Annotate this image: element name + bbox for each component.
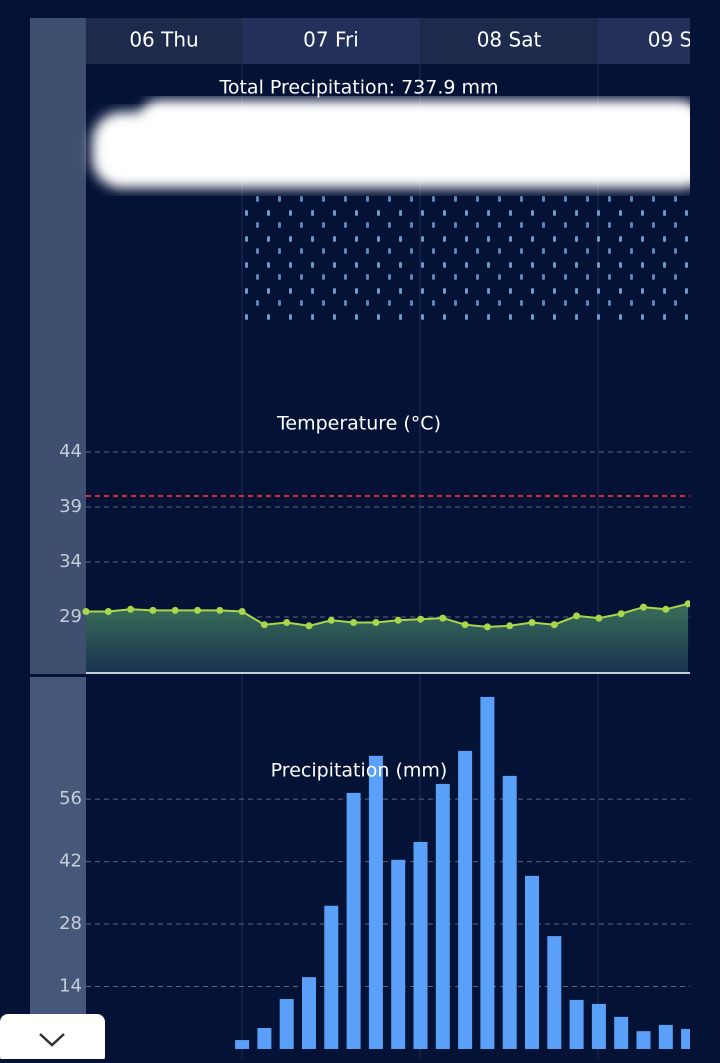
day-label: 07 Fri — [303, 28, 359, 52]
day-label: 09 S — [648, 28, 693, 52]
temperature-point — [82, 608, 90, 615]
chart-title: Temperature (°C) — [276, 413, 441, 435]
temperature-point — [394, 616, 402, 624]
temperature-point — [104, 608, 112, 615]
precipitation-bar — [257, 1028, 272, 1049]
temperature-point — [149, 606, 157, 614]
temperature-area — [86, 603, 689, 672]
temperature-point — [528, 619, 536, 626]
temperature-point — [171, 606, 179, 614]
y-tick-label: 29 — [59, 606, 82, 627]
temperature-line — [86, 602, 689, 628]
precipitation-bar — [569, 999, 584, 1049]
day-cell — [598, 18, 690, 64]
precipitation-bar — [324, 905, 339, 1049]
day-label: 08 Sat — [477, 28, 542, 52]
days: 06 Thu 07 Fri 08 Sat 09 S — [129, 28, 693, 52]
precipitation-bar — [502, 775, 517, 1049]
precipitation-bar — [391, 859, 406, 1049]
precipitation-bar — [681, 1028, 690, 1049]
y-tick-label: 28 — [59, 913, 82, 934]
temperature-point — [662, 605, 670, 613]
temperature-point — [640, 603, 647, 611]
temperature-point — [327, 616, 335, 624]
precipitation-bar — [458, 750, 473, 1049]
y-tick-label: 56 — [59, 788, 82, 809]
temperature-point — [127, 605, 135, 613]
temperature-point — [305, 622, 313, 630]
temperature-point — [595, 614, 603, 622]
axis-strip — [30, 677, 86, 1059]
temperature-point — [216, 606, 224, 614]
y-tick-label: 34 — [59, 551, 82, 572]
precipitation-bar — [346, 792, 361, 1049]
temperature-point — [617, 610, 625, 618]
precipitation-bar — [480, 696, 495, 1049]
temperature-point — [350, 619, 358, 626]
temperature-point — [550, 621, 558, 629]
axis-strip — [30, 18, 86, 674]
precipitation-bar — [235, 1040, 250, 1049]
total-precipitation: Total Precipitation: 737.9 mm — [218, 77, 498, 99]
day-label: 06 Thu — [129, 28, 198, 52]
precipitation-bar — [302, 977, 316, 1049]
temperature-point — [194, 606, 201, 614]
chart-title: Precipitation (mm) — [271, 760, 448, 782]
temperature-point — [372, 619, 380, 626]
temperature-point — [461, 621, 469, 629]
temperature-point — [483, 623, 491, 631]
precipitation-bar — [636, 1031, 651, 1049]
temperature-point — [238, 608, 246, 615]
y-tick-label: 14 — [59, 976, 82, 997]
temperature-point — [506, 622, 514, 630]
temperature-point — [283, 619, 291, 626]
y-tick-label: 44 — [59, 441, 82, 462]
y-tick-label: 42 — [59, 851, 82, 872]
temperature-point — [417, 615, 424, 623]
temperature-point — [439, 614, 447, 622]
weather-graphic — [92, 100, 690, 324]
day-cell — [242, 18, 420, 64]
precipitation-bar — [368, 755, 383, 1049]
precipitation-bar — [525, 875, 539, 1049]
precipitation-bar — [435, 783, 450, 1049]
temperature-point — [684, 600, 690, 608]
temperature-point — [573, 612, 581, 620]
precipitation-bar — [547, 936, 562, 1049]
chevron-icon — [39, 1033, 65, 1047]
collapse-button[interactable] — [0, 1014, 105, 1063]
precipitation-bar — [413, 841, 428, 1049]
y-tick-label: 39 — [59, 496, 82, 517]
temperature-point — [260, 621, 268, 629]
precipitation-bar — [279, 999, 294, 1049]
precipitation-bar — [591, 1003, 606, 1049]
precipitation-bar — [658, 1024, 673, 1049]
precipitation-bar — [614, 1016, 629, 1049]
